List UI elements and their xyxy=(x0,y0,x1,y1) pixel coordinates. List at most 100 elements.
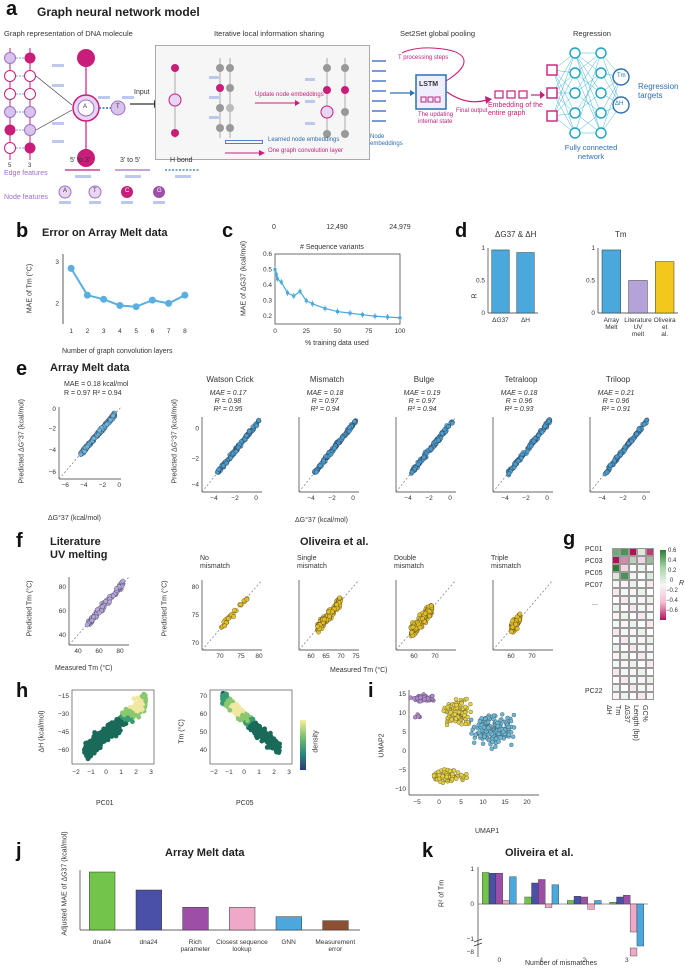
scatter-point xyxy=(327,614,332,619)
chart-c-plot: 0.2 0.3 0.4 0.5 0.6 0 25 50 75 100 xyxy=(263,251,406,335)
chart-c-point xyxy=(274,272,278,276)
density-point xyxy=(86,747,91,753)
heatmap-cell xyxy=(645,676,654,684)
umap-point xyxy=(455,770,461,775)
chart-k-bar xyxy=(488,872,497,905)
umap-point xyxy=(448,710,453,715)
umap-point xyxy=(489,746,494,751)
scatter-point xyxy=(221,463,226,469)
e-sub-title: Tetraloop xyxy=(504,375,538,384)
panel-j-title: Array Melt data xyxy=(165,847,245,859)
umap-point xyxy=(511,712,517,718)
panel-i-letter: i xyxy=(368,680,374,702)
chart-k-break xyxy=(473,942,483,947)
t-steps-label: T processing steps xyxy=(398,55,449,61)
scatter-e-main: −6 −4 −2 0 −6 −4 −2 0 xyxy=(49,406,122,489)
chart-d-xtick: Literature xyxy=(624,317,652,324)
umap-point xyxy=(462,713,467,718)
chart-j-xtick: Measurement xyxy=(315,939,355,946)
heatmap-cell xyxy=(628,692,638,700)
e-sub-stat: R² = 0.93 xyxy=(504,406,534,413)
h-left-ytick: −30 xyxy=(58,711,69,718)
heatmap-cell xyxy=(620,604,629,612)
heatmap-cell xyxy=(637,644,646,652)
density-point xyxy=(245,718,250,724)
heatmap-cell xyxy=(628,644,638,652)
h-left-xtick: 0 xyxy=(104,769,108,776)
umap-point xyxy=(444,722,450,728)
heatmap-cell xyxy=(645,612,654,620)
density-point xyxy=(116,717,122,723)
heatmap-cell xyxy=(612,548,621,556)
heatmap-cell xyxy=(612,668,621,676)
density-point xyxy=(257,725,263,731)
heatmap-cell xyxy=(612,588,621,596)
umap-xlabel: UMAP1 xyxy=(475,828,500,835)
scatter-point xyxy=(641,421,647,427)
heatmap-cell xyxy=(637,580,646,588)
scatter-point xyxy=(104,421,110,427)
umap-point xyxy=(441,708,446,713)
chart-k-bar xyxy=(636,903,644,947)
scatter-h-left-xlabel: PC01 xyxy=(96,800,114,807)
umap-point xyxy=(454,776,459,781)
umap-point xyxy=(408,695,413,700)
chart-b-point xyxy=(165,299,173,307)
tm-target-node: Tm xyxy=(617,73,626,79)
umap-ytick: 0 xyxy=(402,748,406,755)
umap-ytick: −10 xyxy=(395,786,406,793)
chart-c-line xyxy=(274,269,401,319)
scatter-point xyxy=(439,430,445,436)
chart-c-xtick: 100 xyxy=(395,328,406,335)
scatter-point xyxy=(254,423,260,429)
scatter-point xyxy=(427,613,432,619)
heatmap-cell xyxy=(637,652,646,660)
scatter-point xyxy=(617,452,623,458)
scatter-point xyxy=(96,427,102,433)
chart-c-point xyxy=(398,316,402,320)
chart-c-ytick: 0.6 xyxy=(263,251,272,258)
e-sub-stat: R = 0.97 xyxy=(408,398,436,405)
e-sub-stat: R² = 0.91 xyxy=(601,406,631,413)
heatmap-cell xyxy=(628,620,638,628)
umap-xtick: −5 xyxy=(413,799,421,806)
scatter-point xyxy=(513,461,519,467)
scatter-point xyxy=(100,604,105,610)
umap-point xyxy=(454,702,459,708)
e-sub-scatter: −4 −2 0 xyxy=(492,416,554,502)
e-sub-scatter: −4 −2 0 xyxy=(395,416,457,502)
e-sub-stat: MAE = 0.21 xyxy=(597,390,635,397)
heatmap-cell xyxy=(628,612,638,620)
scatter-point xyxy=(107,599,112,605)
chart-c-point xyxy=(304,299,308,303)
e-sub-stat: R = 0.97 xyxy=(311,398,339,405)
learned-legend-label: Learned node embeddings xyxy=(268,137,340,143)
h-left-ytick: −60 xyxy=(58,747,69,754)
h-right-xtick: 0 xyxy=(242,769,246,776)
scatter-point xyxy=(421,454,427,460)
scatter-point xyxy=(508,629,514,635)
e-sub-title: Triloop xyxy=(605,375,631,384)
chart-j-xtick: Rich xyxy=(189,939,202,946)
scatter-ytick: 0 xyxy=(52,406,56,413)
chart-b-point xyxy=(148,296,156,304)
scatter-point xyxy=(510,618,515,624)
heatmap-cell xyxy=(645,580,654,588)
chart-k-bar-broken xyxy=(629,947,638,957)
chart-k-bar xyxy=(482,872,490,905)
chart-j-bar xyxy=(182,907,209,931)
umap-point xyxy=(486,720,491,725)
umap-point xyxy=(431,773,437,778)
scatter-point xyxy=(243,433,249,439)
scatter-point xyxy=(84,444,90,450)
heatmap-cell xyxy=(620,556,629,564)
scatter-h-left: −15 −30 −45 −60 −2 −1 0 1 2 3 xyxy=(58,689,155,776)
scatter-point xyxy=(244,597,250,602)
scatter-point xyxy=(256,417,261,423)
panel-a-title: Graph neural network model xyxy=(37,5,200,19)
heatmap-col-dh: ΔH xyxy=(605,705,612,715)
scatter-point xyxy=(626,441,631,446)
scatter-point xyxy=(409,629,415,635)
iterative-graphs xyxy=(168,58,349,138)
umap-point xyxy=(486,725,491,730)
